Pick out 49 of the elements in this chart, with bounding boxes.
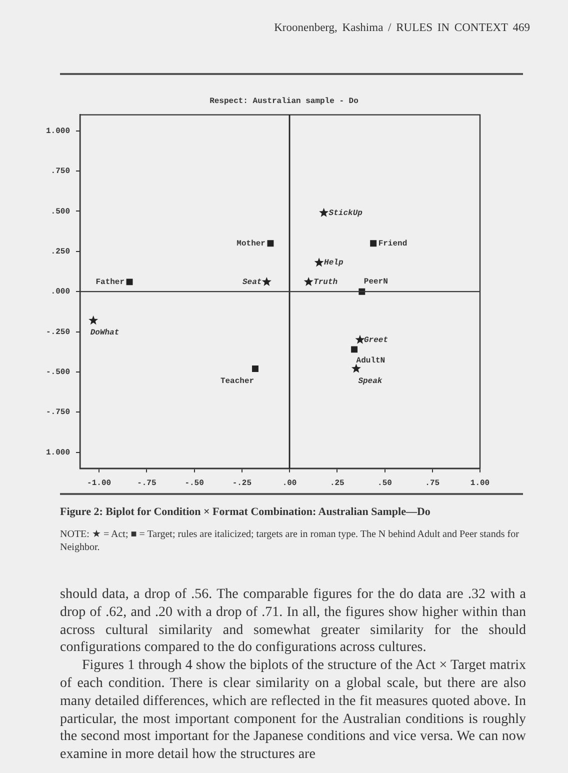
x-tick-label: .75 (425, 479, 440, 488)
point (267, 240, 274, 247)
text: Kroonenberg, Kashima / RULES IN CONTEXT 469 (274, 22, 530, 34)
y-tick-label: -.500 (46, 368, 70, 377)
annotation: Truth (314, 278, 338, 287)
y-tick-label: 1.000 (46, 448, 70, 458)
point (262, 276, 272, 286)
annotation: StickUp (328, 208, 363, 218)
annotation: DoWhat (90, 328, 120, 338)
x-tick-label: .50 (378, 479, 392, 488)
y-tick-label: -.250 (46, 328, 70, 337)
caption: Figure 2: Biplot for Condition × Format Combination: Australian Sample—Do (60, 506, 432, 518)
annotation: Teacher (220, 376, 254, 386)
x-tick-label: .25 (330, 479, 345, 488)
annotation: Seat (242, 278, 262, 287)
y-tick-label: 1.000 (46, 126, 70, 136)
point (355, 334, 365, 344)
annotation: Father (96, 278, 125, 287)
x-tick-label: -.75 (137, 479, 156, 488)
annotation: Mother (236, 239, 266, 248)
point (314, 258, 324, 267)
point (88, 316, 98, 325)
x-tick-label: -.25 (232, 479, 252, 488)
annotation: PeerN (364, 278, 388, 287)
text: Figures 1 through 4 show the biplots of the structure of the Act × Target matrix of each condition. There is clear similarity on a global scale, but there are also many detailed differences, which are reflected in the fit measures quoted above. In particular, the most important component for the Australian conditions is roughly the second most important for the Japanese conditions and vice versa. We can now examine in more detail how the structures are (60, 657, 526, 764)
annotation: Help (324, 258, 344, 268)
y-tick-label: -.750 (46, 408, 70, 418)
y-tick-label: .500 (50, 207, 70, 216)
y-tick-label: .250 (50, 247, 70, 256)
y-tick-label: .750 (50, 167, 70, 176)
text: should data, a drop of .56. The comparable figures for the do data are .32 with a drop of .62, and .20 with a drop of .71. In all, the figures show higher within than across cultural similarity and somewhat greater similarity for the should configurations compared to the do configurations across cultures. (60, 586, 526, 658)
chart-title: Respect: Australian sample - Do (208, 97, 360, 106)
annotation: Friend (378, 239, 408, 248)
x-tick-label: -.50 (184, 479, 204, 488)
annotation: Speak (358, 376, 382, 386)
point (126, 278, 133, 286)
annotation: Greet (364, 336, 388, 345)
point (370, 240, 377, 247)
annotation: AdultN (356, 356, 386, 366)
text: NOTE: ★ = Act; ■ = Target; rules are italicized; targets are in roman type. The N behind Adult and Peer stands for Neighbor. (60, 528, 520, 554)
y-tick-label: .000 (50, 288, 70, 297)
point (351, 364, 361, 373)
point (252, 366, 258, 372)
point (304, 276, 314, 286)
x-tick-label: 1.00 (470, 479, 490, 488)
x-tick-label: .00 (282, 479, 297, 488)
point (351, 346, 358, 353)
point (319, 208, 329, 217)
x-tick-label: -1.00 (87, 479, 112, 488)
